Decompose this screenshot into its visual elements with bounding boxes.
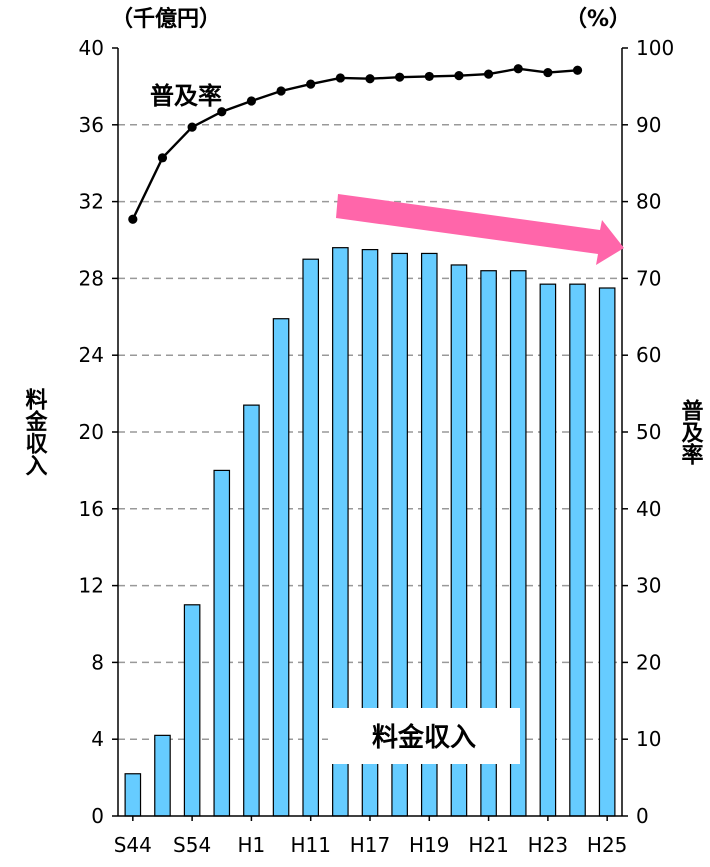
right-tick-label: 10 [636, 727, 661, 751]
bar [272, 318, 290, 817]
penetration-line [131, 67, 578, 220]
right-tick-label: 90 [636, 113, 661, 137]
line-point [306, 79, 316, 89]
bar [569, 283, 586, 817]
left-axis-unit: （千億円） [111, 6, 221, 32]
line-point [217, 107, 227, 117]
left-tick-label: 28 [79, 266, 104, 290]
line-point [246, 96, 257, 106]
x-tick-label: H11 [290, 833, 331, 857]
right-tick-label: 30 [636, 574, 661, 598]
left-axis-title: 料金収入 [22, 388, 49, 476]
bar [154, 734, 171, 817]
x-tick-label: H21 [468, 833, 509, 857]
line-point [335, 73, 345, 83]
left-tick-label: 8 [91, 650, 104, 674]
x-tick-label: S44 [114, 833, 152, 857]
line-point [454, 71, 464, 81]
right-axis-unit: （%） [565, 7, 631, 32]
line-point [187, 122, 197, 132]
right-tick-label: 80 [636, 190, 661, 214]
line-point [365, 74, 375, 84]
line-point [157, 153, 168, 163]
x-tick-label: S54 [173, 833, 211, 857]
line-point [483, 69, 494, 79]
x-tick-label: H17 [350, 833, 391, 857]
x-tick-label: H25 [587, 833, 628, 857]
axes: 0 4 8 12 16 20 24 28 32 36 40 0 10 20 30 40 50 60 70 80 90 10… [79, 36, 675, 857]
left-tick-label: 0 [91, 804, 104, 828]
right-tick-label: 20 [636, 650, 661, 674]
right-tick-label: 70 [636, 266, 661, 290]
left-tick-label: 16 [79, 497, 104, 521]
line-point [572, 65, 583, 75]
line-point [128, 214, 138, 224]
bar [302, 258, 320, 817]
bar-series-label: 料金収入 [372, 722, 476, 753]
line-series [128, 64, 583, 224]
bar [539, 283, 557, 817]
x-tick-label: H19 [409, 833, 450, 857]
bar-series-label-box [328, 708, 520, 764]
right-tick-label: 60 [636, 343, 661, 367]
line-point [395, 72, 405, 82]
left-tick-label: 32 [79, 190, 104, 214]
line-point [276, 86, 286, 96]
bar [598, 287, 616, 817]
line-point [543, 67, 553, 78]
trend-arrow [336, 194, 624, 265]
line-point [513, 64, 523, 74]
right-tick-label: 0 [636, 804, 649, 828]
x-tick-label: H23 [528, 833, 569, 857]
bar [124, 773, 142, 817]
right-tick-label: 100 [636, 36, 674, 60]
left-tick-label: 24 [79, 343, 104, 367]
line-series-label: 普及率 [150, 82, 222, 110]
bar [183, 604, 201, 817]
x-tick-label: H1 [238, 833, 266, 857]
right-axis-title: 普及率 [678, 398, 704, 465]
left-tick-label: 40 [79, 36, 104, 60]
left-tick-label: 12 [79, 574, 104, 598]
bar [243, 404, 260, 817]
bar [213, 469, 231, 817]
right-tick-label: 40 [636, 497, 661, 521]
left-tick-label: 4 [91, 727, 104, 751]
right-tick-label: 50 [636, 420, 661, 444]
left-tick-label: 20 [79, 420, 104, 444]
left-tick-label: 36 [79, 113, 104, 137]
line-point [424, 71, 434, 82]
